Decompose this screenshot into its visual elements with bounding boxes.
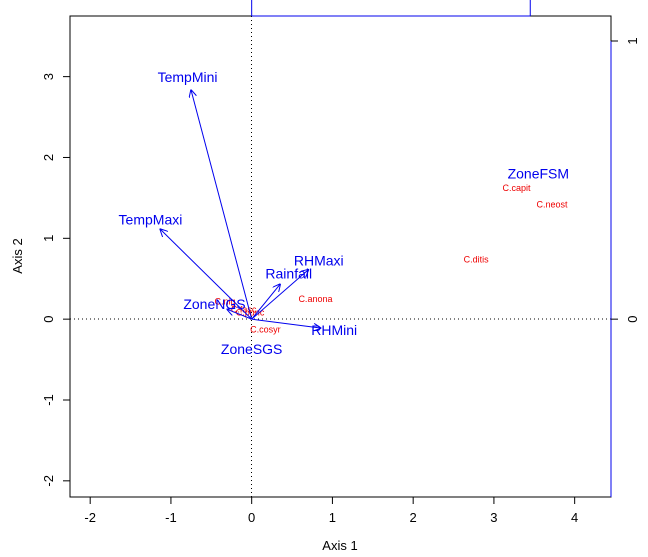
y-tick-label: 0 — [41, 316, 56, 323]
vector-arrow — [251, 284, 280, 320]
y-tick-label: 3 — [41, 73, 56, 80]
species-label: C.cosyr — [250, 325, 281, 335]
top-secondary-axis — [251, 0, 531, 17]
zone-centroids: ZoneFSM ZoneSGS — [221, 166, 569, 357]
x-tick-label: -1 — [165, 510, 177, 525]
x-tick-label: 1 — [329, 510, 336, 525]
right-tick-label: 0 — [625, 316, 640, 323]
y-axis-title: Axis 2 — [10, 238, 25, 273]
vector-label: RHMaxi — [294, 253, 344, 269]
y-tick-label: -1 — [41, 394, 56, 406]
x-tick-label: 4 — [571, 510, 578, 525]
y-axis: -2 -1 0 1 2 3 — [41, 73, 70, 487]
vector-label: TempMaxi — [119, 212, 183, 228]
species-label: C.nig — [215, 296, 236, 306]
species-labels: C.capit C.neost C.ditis C.anona C.cosyr C.nig… — [215, 183, 569, 334]
vector-label: RHMini — [311, 322, 357, 338]
vector-label: TempMini — [158, 69, 218, 85]
vector-arrow — [227, 309, 252, 320]
vector-label: Rainfall — [265, 266, 312, 282]
species-label: C.ditis — [464, 254, 490, 264]
x-axis-title: Axis 1 — [322, 538, 357, 553]
species-label: C.neost — [537, 199, 569, 209]
x-tick-label: 0 — [248, 510, 255, 525]
x-axis: -2 -1 0 1 2 3 4 — [84, 497, 578, 525]
vector-arrow — [251, 318, 321, 328]
x-tick-label: 2 — [410, 510, 417, 525]
y-tick-label: -2 — [41, 475, 56, 487]
right-tick-label: 1 — [625, 37, 640, 44]
species-label: C.capit — [503, 183, 532, 193]
y-tick-label: 2 — [41, 154, 56, 161]
species-label: C.fasc — [231, 304, 257, 314]
species-label: C.anona — [298, 294, 332, 304]
vector-arrow — [251, 270, 309, 320]
y-tick-label: 1 — [41, 235, 56, 242]
centroid-label: ZoneFSM — [508, 166, 569, 182]
vector-arrow — [191, 90, 253, 320]
vector-arrow — [160, 229, 253, 320]
vector-label: ZoneNGS — [183, 296, 245, 312]
centroid-label: ZoneSGS — [221, 341, 282, 357]
right-secondary-axis: 01 — [610, 37, 640, 497]
x-tick-label: -2 — [84, 510, 96, 525]
x-tick-label: 3 — [490, 510, 497, 525]
